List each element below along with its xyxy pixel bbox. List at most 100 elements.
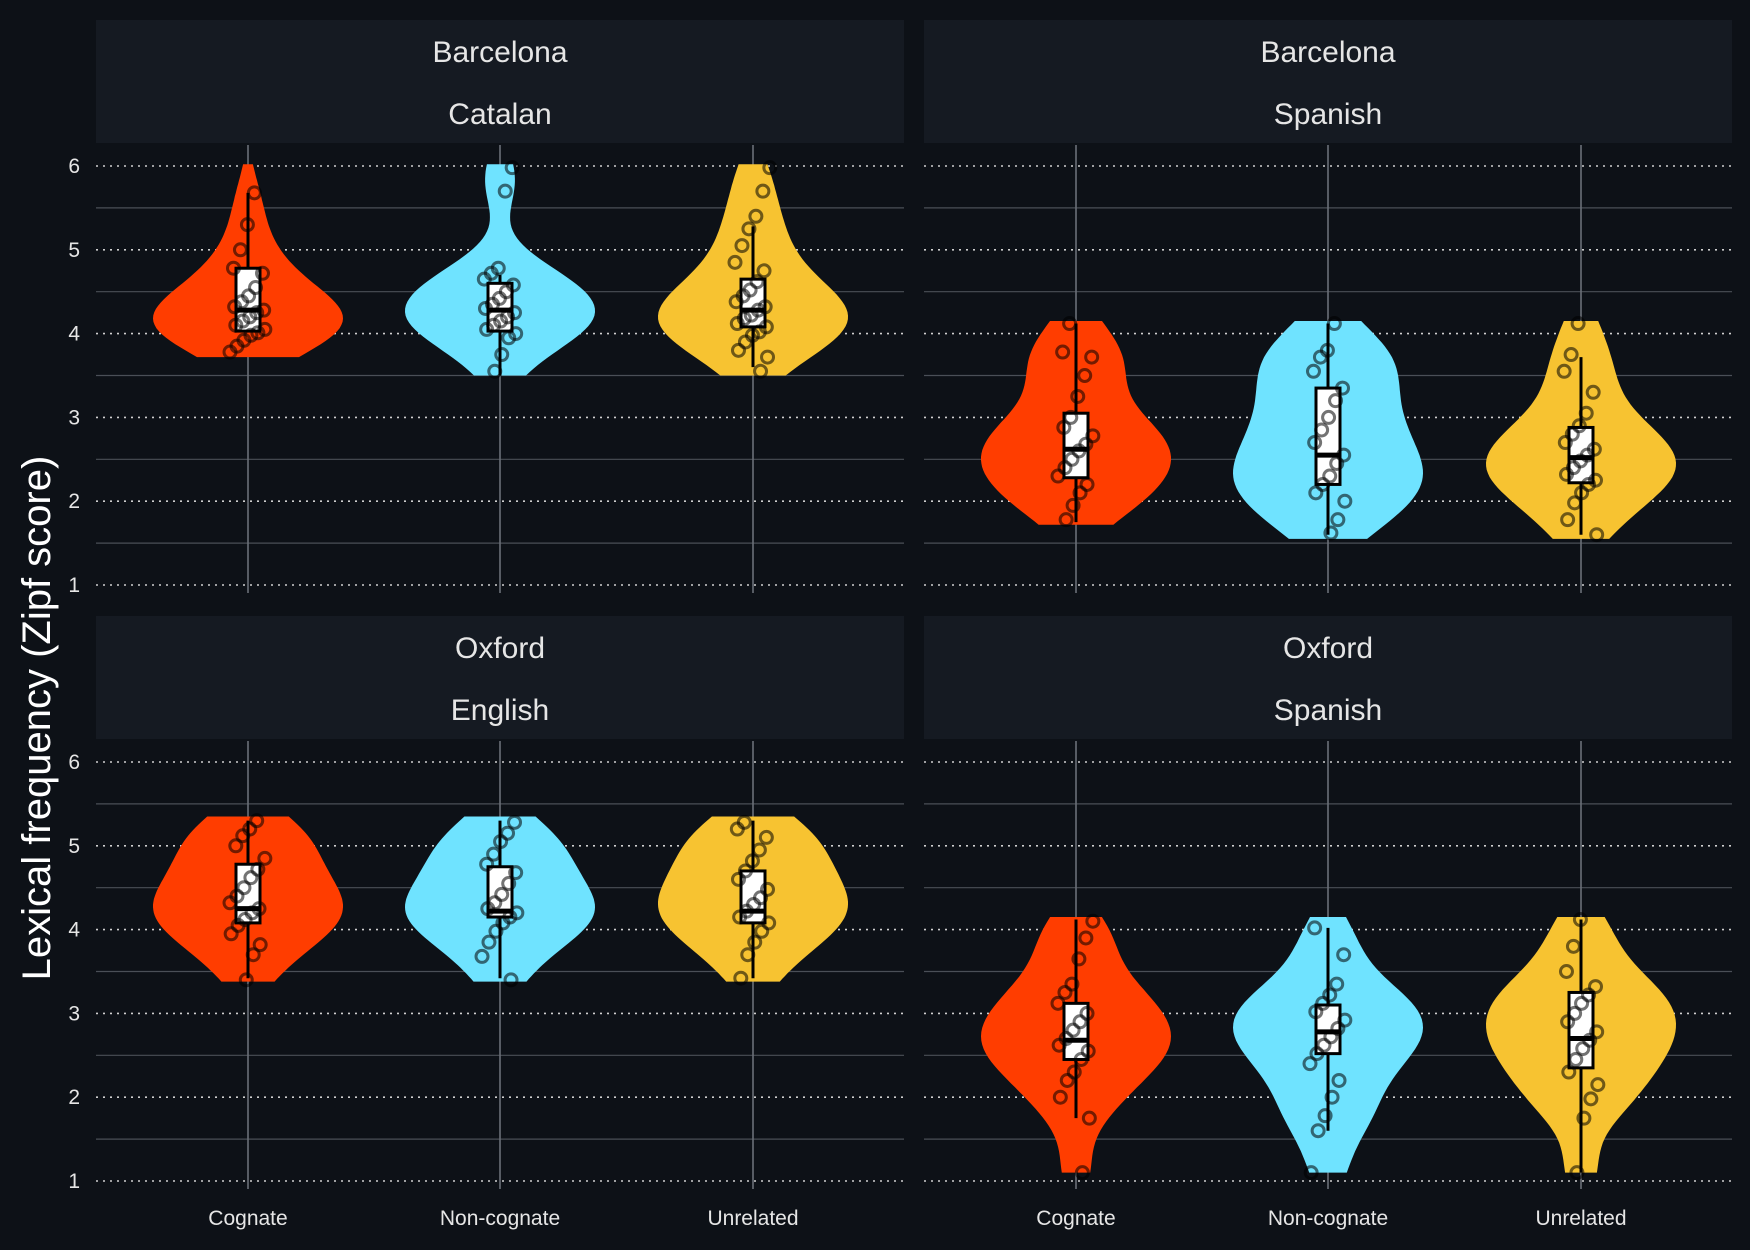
data-point — [1310, 1123, 1326, 1139]
y-tick-label: 6 — [68, 155, 80, 178]
data-point — [246, 185, 262, 201]
data-point — [1567, 495, 1583, 511]
data-point — [508, 326, 524, 342]
group-unrelated — [1486, 316, 1676, 543]
data-point — [1328, 393, 1344, 409]
strip-label: Barcelona — [432, 36, 567, 69]
data-point — [1065, 497, 1081, 513]
data-point — [1558, 964, 1574, 979]
data-point — [1055, 344, 1071, 360]
data-point — [1326, 316, 1342, 332]
data-point — [749, 274, 765, 290]
data-point — [1079, 1005, 1095, 1021]
data-point — [734, 238, 750, 254]
data-point — [481, 934, 497, 950]
data-point — [1588, 472, 1604, 488]
data-point — [507, 814, 523, 830]
y-tick-label: 5 — [68, 239, 80, 262]
data-point — [727, 254, 743, 270]
y-tick-label: 4 — [68, 323, 80, 346]
data-point — [508, 865, 524, 881]
data-point — [760, 881, 776, 897]
strip-label: Catalan — [448, 98, 551, 131]
data-point — [1563, 347, 1579, 363]
panel-2: Barcelona Spanish — [924, 20, 1732, 593]
y-tick-label: 3 — [68, 1002, 80, 1025]
data-point — [747, 934, 763, 950]
data-point — [250, 861, 266, 877]
data-point — [494, 347, 510, 363]
data-point — [758, 829, 774, 845]
data-point — [245, 947, 261, 963]
strip-label: Spanish — [1274, 98, 1382, 131]
data-point — [1324, 1089, 1340, 1105]
data-point — [1305, 363, 1321, 379]
data-point — [1321, 409, 1337, 425]
data-point — [225, 260, 241, 276]
data-point — [497, 183, 513, 199]
data-point — [1576, 1110, 1592, 1126]
data-point — [1585, 384, 1601, 400]
data-point — [1085, 913, 1101, 929]
panel-3: Oxford English 1 2 3 4 5 6 Cognate Non-cognate Unr… — [68, 616, 904, 1230]
data-point — [758, 319, 774, 335]
data-point — [1567, 1005, 1583, 1021]
data-point — [1569, 1165, 1585, 1181]
strip-label: Barcelona — [1260, 36, 1395, 69]
strip-background — [924, 20, 1732, 143]
y-tick-label: 2 — [68, 490, 80, 513]
data-point — [474, 948, 490, 964]
y-tick-label: 2 — [68, 1086, 80, 1109]
data-point — [1588, 979, 1604, 995]
data-point — [748, 208, 764, 224]
data-point — [1079, 476, 1095, 492]
box — [1314, 1003, 1342, 1056]
data-point — [1572, 912, 1588, 928]
data-point — [1329, 976, 1345, 992]
data-point — [486, 846, 502, 862]
data-point — [1570, 316, 1586, 332]
strip-background — [96, 20, 904, 143]
data-point — [1064, 976, 1080, 992]
data-point — [257, 321, 273, 337]
group-non-cognate — [1233, 316, 1423, 541]
data-point — [1337, 493, 1353, 509]
group-unrelated: Unrelated — [1486, 912, 1676, 1230]
group-non-cognate — [405, 160, 595, 379]
data-point — [1330, 512, 1346, 528]
data-point — [1307, 920, 1323, 936]
data-point — [228, 838, 244, 854]
data-point — [1319, 342, 1335, 358]
data-point — [503, 972, 519, 988]
data-point — [501, 876, 517, 892]
strip-background — [924, 616, 1732, 739]
y-axis-label: Lexical frequency (Zipf score) — [15, 456, 59, 981]
data-point — [733, 970, 749, 986]
data-point — [507, 305, 523, 321]
strip-label: Oxford — [455, 632, 545, 665]
panel-1: Barcelona Catalan 1 2 3 4 5 6 — [68, 20, 904, 597]
data-point — [236, 880, 252, 896]
data-point — [1303, 1165, 1319, 1181]
y-tick-label: 4 — [68, 919, 80, 942]
data-point — [1085, 428, 1101, 444]
data-point — [1586, 441, 1602, 457]
data-point — [1052, 1089, 1068, 1105]
data-point — [1331, 1072, 1347, 1088]
group-unrelated — [658, 160, 848, 379]
data-point — [1583, 1091, 1599, 1107]
data-point — [500, 825, 516, 841]
data-point — [1056, 419, 1072, 435]
panel-4: Oxford Spanish Cognate Non-cognate Unrelated — [924, 616, 1732, 1230]
data-point — [1062, 316, 1078, 332]
y-tick-label: 5 — [68, 835, 80, 858]
data-point — [255, 265, 271, 281]
data-point — [494, 886, 510, 902]
data-point — [753, 363, 769, 379]
data-point — [1589, 527, 1605, 543]
x-tick-label: Non-cognate — [1268, 1207, 1388, 1230]
data-point — [1322, 987, 1338, 1003]
data-point — [238, 972, 254, 988]
